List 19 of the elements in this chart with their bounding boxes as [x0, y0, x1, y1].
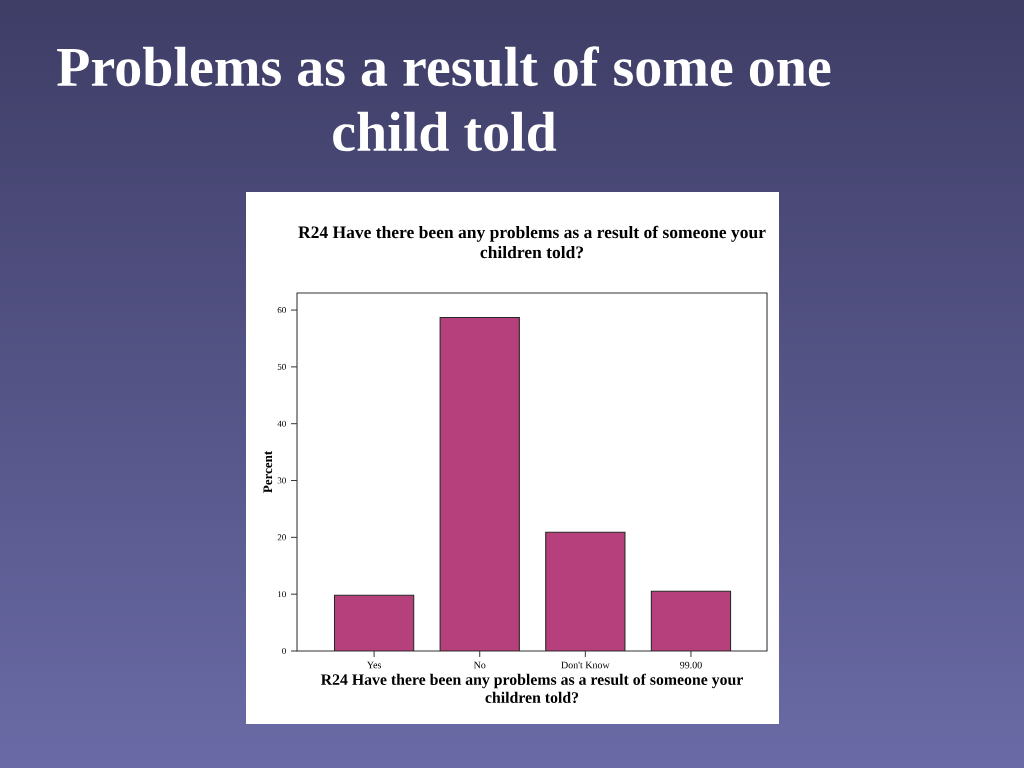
y-tick-label: 10: [278, 591, 286, 598]
y-tick-label: 20: [277, 534, 286, 541]
y-tick-label: 60: [277, 307, 286, 314]
bar: [650, 590, 732, 651]
bar: [545, 531, 626, 651]
y-tick-label: 50: [277, 363, 286, 370]
x-axis-title: R24 Have there been any problems as a result of someone your children told?: [320, 673, 743, 704]
x-tick-label: No: [473, 661, 486, 669]
chart-title: Problems as a result of some one child told: [57, 46, 831, 152]
x-tick-label: Don't Know: [561, 661, 610, 669]
x-tick-label: 99.00: [680, 661, 702, 669]
x-tick-label: Yes: [366, 661, 382, 669]
y-tick-label: 30: [277, 477, 286, 484]
y-tick-label: 40: [277, 420, 286, 427]
y-tick-label: 0: [282, 647, 286, 655]
chart-subtitle: R24 Have there been any problems as a result of someone your children told?: [298, 225, 766, 259]
bar: [440, 317, 520, 651]
y-axis-title: Percent: [263, 450, 273, 493]
bar: [333, 594, 415, 651]
